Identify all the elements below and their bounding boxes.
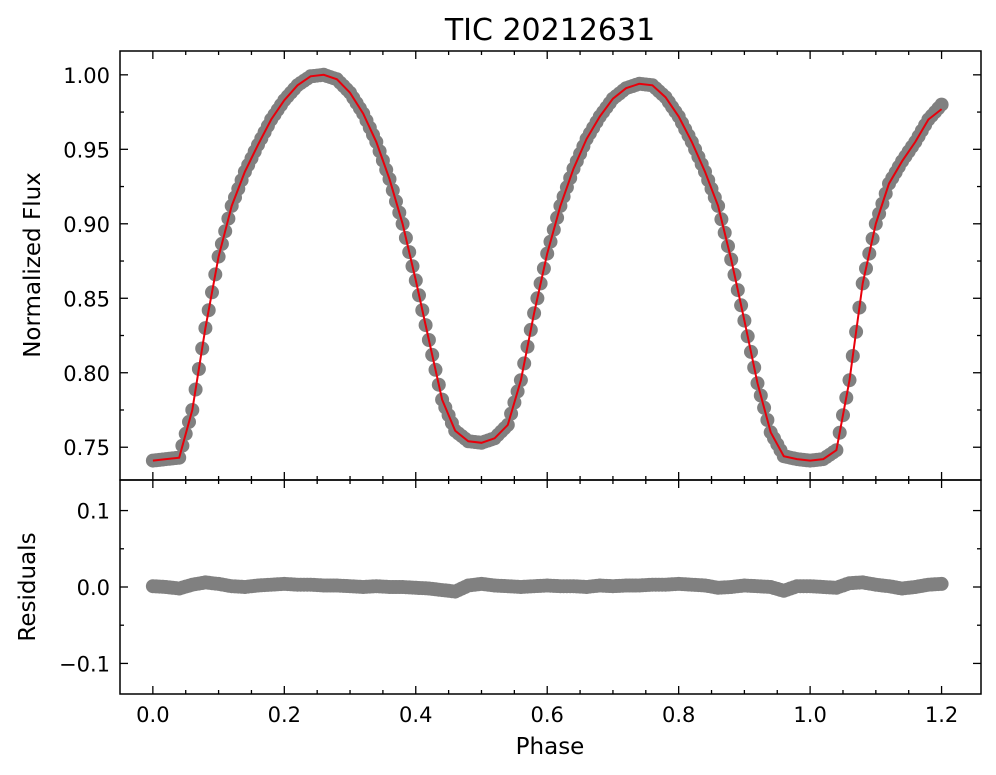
residual-data-points: [145, 575, 949, 599]
y-tick-label: 0.85: [63, 287, 110, 311]
residuals-panel: 0.0 0.2 0.4 0.6 0.8 1.0 1.2 −0.1 0.0 0.1: [59, 479, 982, 727]
x-tick-label: 0.2: [268, 703, 301, 727]
y-tick-label: 0.80: [63, 362, 110, 386]
x-tick-label: 0.0: [136, 703, 169, 727]
chart-title: TIC 20212631: [444, 13, 655, 48]
x-tick-label: 0.8: [662, 703, 695, 727]
y-tick-label: 0.95: [63, 138, 110, 162]
y-tick-label: 0.90: [63, 213, 110, 237]
x-tick-label: 1.2: [925, 703, 958, 727]
y-tick-label: 0.1: [77, 500, 110, 524]
y-tick-label: 0.0: [77, 576, 110, 600]
flux-y-axis-label: Normalized Flux: [20, 172, 46, 358]
data-point: [934, 97, 949, 112]
x-axis-label: Phase: [516, 734, 585, 760]
model-fit-line: [152, 73, 943, 462]
x-tick-label: 0.4: [399, 703, 432, 727]
y-tick-label: 1.00: [63, 64, 110, 88]
x-tick-label: 1.0: [793, 703, 826, 727]
x-tick-label: 0.6: [531, 703, 564, 727]
flux-panel: 0.75 0.80 0.85 0.90 0.95 1.00: [63, 50, 982, 481]
data-point: [934, 576, 949, 591]
y-tick-label: 0.75: [63, 436, 110, 460]
y-tick-label: −0.1: [59, 652, 110, 676]
plot-frame: [119, 50, 982, 481]
residuals-y-axis-label: Residuals: [15, 532, 41, 641]
